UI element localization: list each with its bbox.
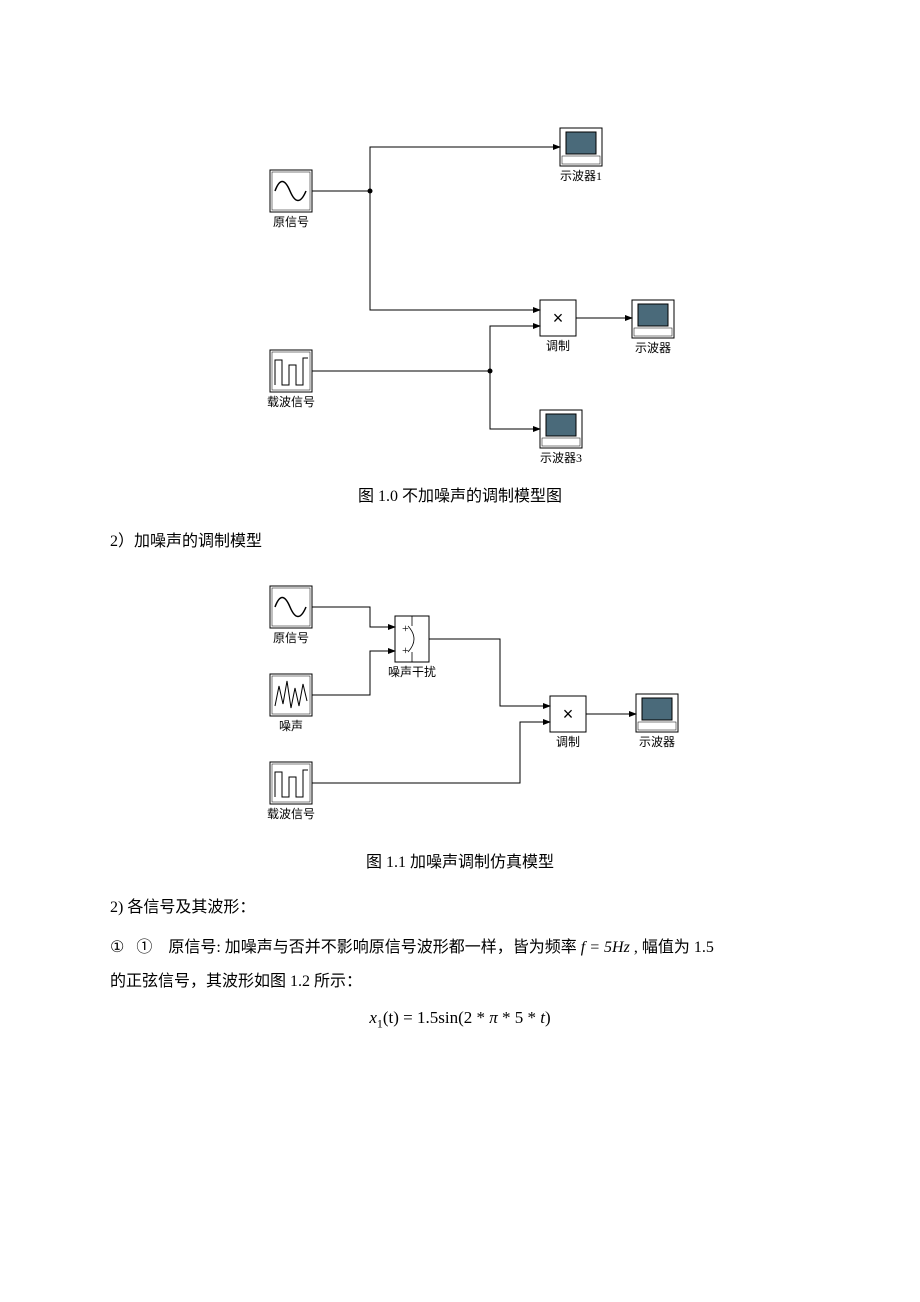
- svg-text:×: ×: [553, 308, 564, 328]
- block2-carrier: 载波信号: [267, 762, 315, 821]
- svg-text:+: +: [402, 643, 409, 657]
- block2-sum: + + 噪声干扰: [388, 616, 436, 679]
- label-product: 调制: [546, 339, 570, 353]
- label2-source-sine: 原信号: [273, 631, 309, 645]
- heading-section3: 2) 各信号及其波形：: [110, 892, 810, 924]
- para1-freq: f = 5Hz: [581, 939, 630, 956]
- label2-sum: 噪声干扰: [388, 665, 436, 679]
- block2-product: × 调制: [550, 696, 586, 749]
- block-carrier: 载波信号: [267, 350, 315, 409]
- block-product: × 调制: [540, 300, 576, 353]
- paragraph-signal-desc: ① ① 原信号: 加噪声与否并不影响原信号波形都一样，皆为频率 f = 5Hz …: [110, 932, 810, 964]
- block-scope-main: 示波器: [632, 300, 674, 355]
- label-source-sine: 原信号: [273, 215, 309, 229]
- svg-text:+: +: [402, 621, 409, 635]
- para1-prefix: ① 原信号: 加噪声与否并不影响原信号波形都一样，皆为频率: [136, 939, 580, 956]
- diagram-with-noise: 原信号 噪声 + + 噪声干扰 载波信号 × 调制: [240, 566, 680, 836]
- formula-x1: x1(t) = 1.5sin(2 * π * 5 * t): [110, 1008, 810, 1031]
- block2-source-sine: 原信号: [270, 586, 312, 645]
- diagram-no-noise: 原信号 载波信号 示波器1 × 调制 示波器: [240, 110, 680, 470]
- heading-section2: 2）加噪声的调制模型: [110, 526, 810, 558]
- label-scope3: 示波器3: [540, 451, 582, 465]
- block2-scope: 示波器: [636, 694, 678, 749]
- caption-diagram2: 图 1.1 加噪声调制仿真模型: [110, 848, 810, 872]
- para1-mid: , 幅值为 1.5: [630, 939, 714, 956]
- block2-noise: 噪声: [270, 674, 312, 733]
- label-scope1: 示波器1: [560, 169, 602, 183]
- svg-text:×: ×: [563, 704, 574, 724]
- label-scope-main: 示波器: [635, 341, 671, 355]
- label2-product: 调制: [556, 735, 580, 749]
- num-circled-1: ①: [110, 939, 124, 956]
- block-source-sine: 原信号: [270, 170, 312, 229]
- label2-carrier: 载波信号: [267, 807, 315, 821]
- block-scope1: 示波器1: [560, 128, 602, 183]
- caption-diagram1: 图 1.0 不加噪声的调制模型图: [110, 482, 810, 506]
- label2-scope: 示波器: [639, 735, 675, 749]
- label2-noise: 噪声: [279, 719, 303, 733]
- paragraph-signal-desc-line2: 的正弦信号，其波形如图 1.2 所示：: [110, 966, 810, 998]
- label-carrier: 载波信号: [267, 395, 315, 409]
- block-scope3: 示波器3: [540, 410, 582, 465]
